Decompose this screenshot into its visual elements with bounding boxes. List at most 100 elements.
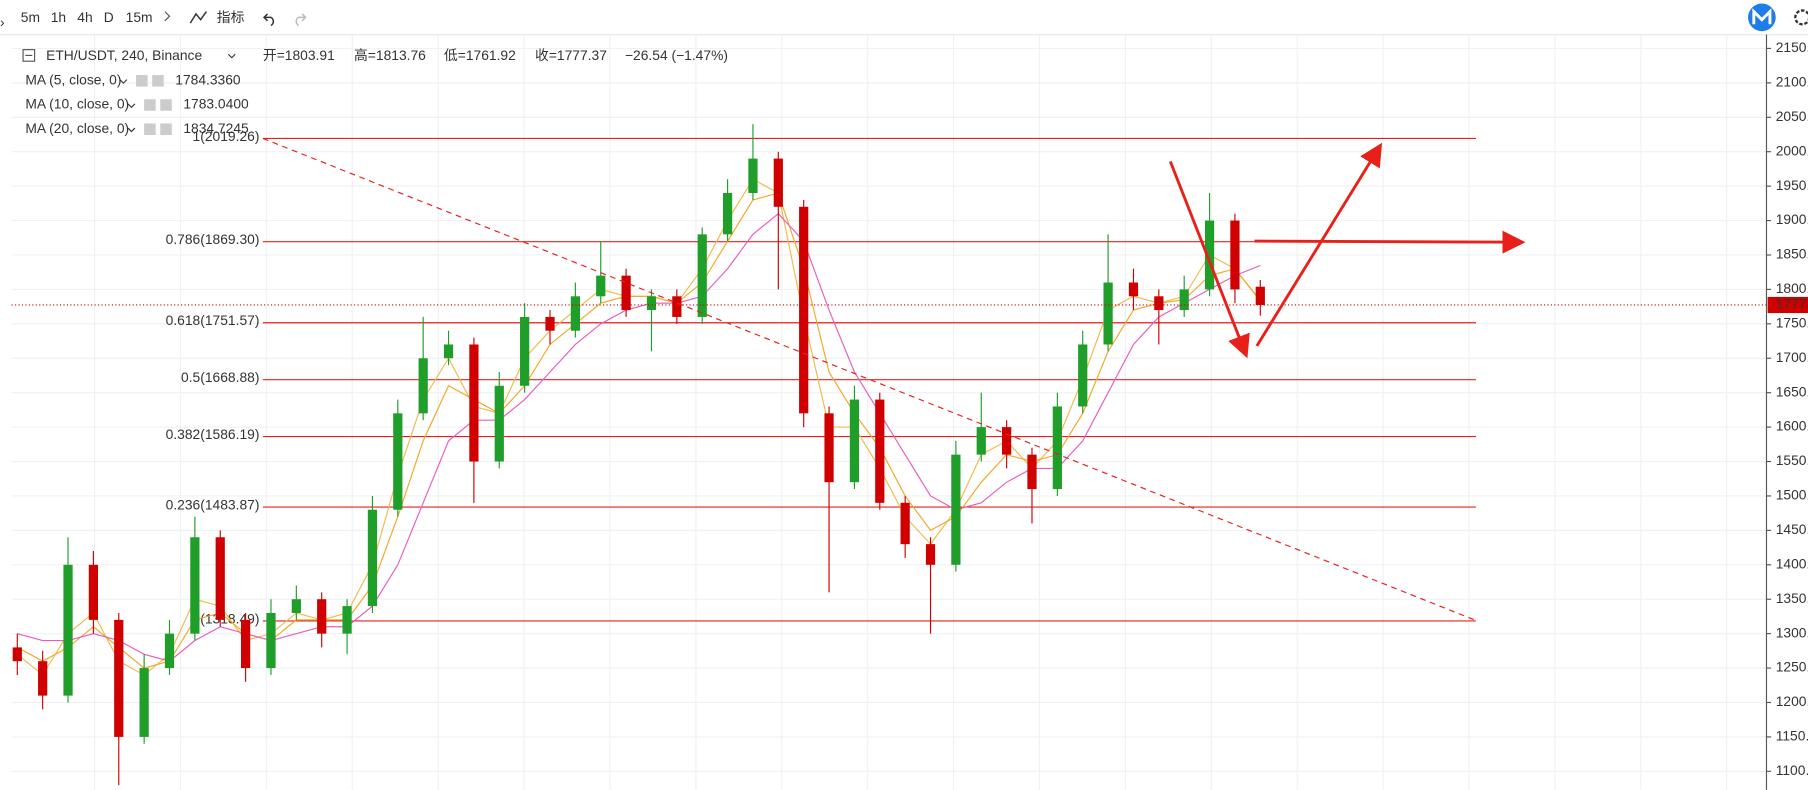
y-tick-label: 2000.0	[1776, 142, 1808, 158]
dropdown-icon[interactable]	[164, 11, 171, 22]
candle-body	[1052, 406, 1062, 490]
candle-body	[1230, 220, 1240, 290]
y-tick-label: 1850.0	[1776, 246, 1808, 262]
candle-body	[621, 275, 631, 311]
symbol-title: ETH/USDT, 240, Binance	[46, 47, 202, 63]
legend-close-icon[interactable]	[160, 99, 172, 111]
y-tick-label: 1500.0	[1776, 487, 1808, 503]
candle-body	[1103, 282, 1113, 345]
ma-legend-name: MA (10, close, 0)	[25, 96, 129, 112]
ma-legend-value: 1834.7245	[183, 120, 249, 136]
candle-body	[367, 509, 378, 607]
plot: 1(2019.26) 0.786(1869.30) 0.618(1751.57) 0.…	[11, 124, 1808, 786]
candle-body	[342, 606, 352, 634]
y-tick-label: 1550.0	[1776, 452, 1808, 468]
candle-body	[748, 158, 758, 194]
logo[interactable]	[1748, 3, 1776, 32]
candle-body	[139, 668, 149, 737]
ohlc-value: 高=1813.76	[354, 47, 426, 63]
candle-body	[215, 537, 225, 620]
legend-overlay: ETH/USDT, 240, Binance 开=1803.91 高=1813.76…	[25, 47, 728, 136]
candle-body	[773, 158, 783, 207]
legend-visibility-icon[interactable]	[136, 75, 148, 87]
candle-body	[393, 413, 403, 510]
candle-body	[1179, 289, 1189, 311]
candle-body	[1128, 282, 1139, 297]
fib-level-label: 0.236(1483.87)	[166, 497, 260, 513]
y-tick-label: 1650.0	[1776, 383, 1808, 399]
redo-icon[interactable]	[295, 13, 307, 27]
legend-visibility-icon[interactable]	[144, 123, 156, 135]
fib-level-label: 0.618(1751.57)	[166, 312, 260, 328]
ma-legend-name: MA (20, close, 0)	[25, 120, 129, 136]
undo-icon[interactable]	[262, 13, 275, 27]
candle-body	[570, 296, 580, 331]
arrow-down	[1169, 160, 1250, 359]
y-tick-label: 1750.0	[1776, 314, 1808, 330]
interval-button[interactable]: 1h	[51, 9, 66, 25]
y-tick-label: 1700.0	[1776, 349, 1808, 365]
interval-button[interactable]: 5m	[21, 9, 40, 25]
legend-visibility-icon[interactable]	[144, 99, 156, 111]
candle-body	[1255, 286, 1265, 305]
candle-body	[38, 661, 48, 696]
logo-glyph	[1752, 8, 1772, 25]
arrow-up	[1255, 142, 1383, 347]
ohlc-value: 低=1761.92	[444, 47, 516, 63]
interval-button[interactable]: 15m	[126, 9, 153, 25]
candle-body	[190, 537, 200, 634]
y-tick-label: 1950.0	[1776, 177, 1808, 193]
candle-body	[925, 544, 936, 565]
y-tick-label: 1400.0	[1776, 555, 1808, 571]
candle-body	[900, 502, 910, 545]
collapse-icon[interactable]	[22, 49, 36, 62]
interval-button[interactable]: D	[104, 9, 114, 25]
legend-dropdown[interactable]	[119, 79, 128, 84]
y-tick-label: 1900.0	[1776, 211, 1808, 227]
sidebar-toggle[interactable]: ›	[0, 14, 5, 30]
candle-body	[418, 358, 428, 414]
title-dropdown[interactable]	[227, 53, 236, 59]
candle-body	[1002, 427, 1012, 455]
legend-dropdown[interactable]	[127, 127, 136, 133]
fib-level-label: 0.5(1668.88)	[181, 369, 259, 385]
last-price-box	[1767, 296, 1808, 314]
legend-dropdown[interactable]	[127, 103, 136, 109]
candle-body	[722, 193, 733, 235]
y-tick-label: 1250.0	[1776, 659, 1808, 675]
y-tick-label: 2100.0	[1776, 74, 1808, 90]
ohlc-value: 收=1777.37	[535, 47, 607, 63]
ohlc-value: 开=1803.91	[263, 47, 335, 63]
fib-level-label: 0.786(1869.30)	[166, 231, 260, 247]
y-tick-label: 1200.0	[1776, 693, 1808, 709]
ma-legend-name: MA (5, close, 0)	[25, 71, 121, 87]
interval-button[interactable]: 4h	[77, 9, 92, 25]
candle-body	[672, 296, 682, 317]
candle-body	[1204, 220, 1215, 290]
fib-level-label: 1(2019.26)	[193, 128, 260, 144]
horizontal-grid: 1100.0 1150.0 1200.0 1250.0 1300.0 1350.0 1400…	[11, 39, 1808, 778]
legend-close-icon[interactable]	[160, 123, 172, 135]
candle-body	[12, 647, 22, 662]
last-price-label: 1777.3	[1776, 296, 1808, 312]
ma-legend-value: 1783.0400	[183, 96, 249, 112]
ma-legend-value: 1784.3360	[175, 71, 241, 87]
y-tick-label: 2050.0	[1776, 108, 1808, 124]
indicator-icon[interactable]	[189, 11, 208, 24]
candle-body	[114, 619, 124, 737]
indicators-button[interactable]: 指标	[217, 9, 245, 25]
fib-level-label: 0.382(1586.19)	[166, 426, 260, 442]
candle-body	[1027, 454, 1037, 490]
candle-body	[646, 296, 657, 311]
candle-body	[520, 316, 530, 386]
candle-body	[951, 454, 961, 565]
candle-body	[824, 413, 834, 483]
y-tick-label: 1150.0	[1776, 728, 1808, 744]
settings-icon[interactable]	[1794, 9, 1808, 26]
legend-close-icon[interactable]	[152, 75, 164, 87]
candle-body	[164, 633, 175, 669]
